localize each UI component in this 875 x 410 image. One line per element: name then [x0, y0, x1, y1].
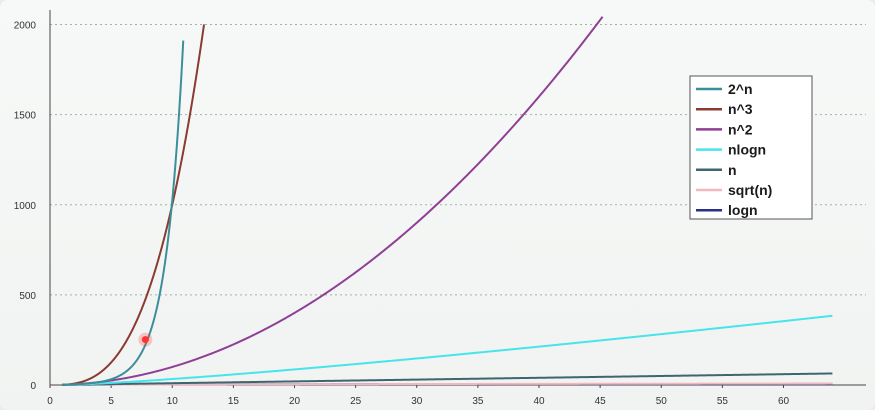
x-tick-label: 60	[778, 396, 790, 407]
legend-label: n	[728, 162, 737, 178]
y-tick-label: 1500	[14, 111, 37, 122]
legend-label: n^3	[728, 101, 753, 117]
x-tick-label: 10	[167, 396, 179, 407]
x-tick-label: 15	[228, 396, 240, 407]
marker-dot	[141, 336, 149, 344]
y-tick-label: 500	[19, 291, 36, 302]
legend-label: nlogn	[728, 142, 766, 158]
series-lines	[61, 16, 833, 386]
x-tick-label: 50	[656, 396, 668, 407]
series-line-n-2	[62, 16, 604, 386]
y-tick-label: 1000	[14, 201, 37, 212]
x-tick-label: 0	[47, 396, 53, 407]
legend-label: 2^n	[728, 81, 753, 97]
series-line-2-n	[61, 40, 185, 386]
x-tick-label: 55	[717, 396, 729, 407]
legend: 2^n n^3 n^2 nlogn n sqrt(n) logn	[689, 75, 813, 220]
y-tick-label: 2000	[14, 21, 37, 32]
legend-box	[689, 75, 813, 220]
legend-label: sqrt(n)	[728, 182, 772, 198]
legend-label: logn	[728, 202, 758, 218]
x-tick-label: 5	[108, 396, 114, 407]
x-tick-label: 20	[289, 396, 301, 407]
legend-label: n^2	[728, 121, 753, 137]
x-tick-label: 30	[411, 396, 423, 407]
y-tick-label: 0	[30, 381, 36, 392]
series-line-n-3	[61, 24, 206, 386]
x-tick-label: 35	[472, 396, 484, 407]
series-line-sqrt-n-	[62, 382, 833, 386]
x-tick-label: 40	[533, 396, 545, 407]
tick-labels: 0 500 1000 1500 2000 0 5 10 15 20 25 30 35 40 45 50 55 60	[14, 21, 790, 408]
x-tick-label: 25	[350, 396, 362, 407]
x-tick-label: 45	[595, 396, 607, 407]
series-line-n	[62, 372, 833, 386]
annotations	[138, 332, 153, 347]
series-line-nlogn	[62, 314, 833, 386]
